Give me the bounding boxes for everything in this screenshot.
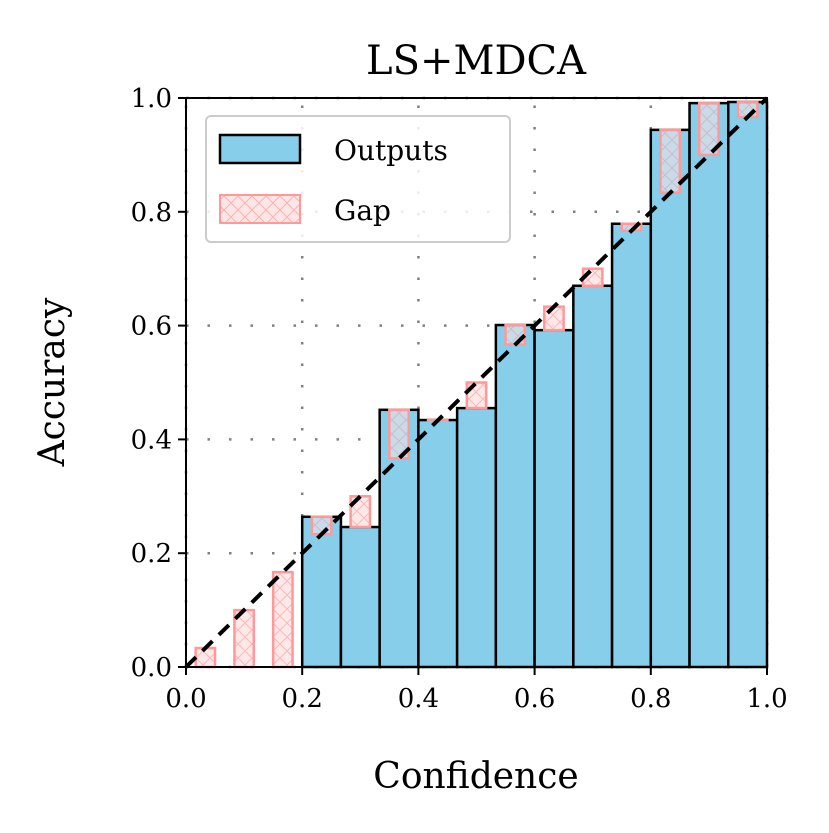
output-bar <box>690 103 729 667</box>
output-bar <box>612 224 651 667</box>
gap-bar <box>660 130 679 193</box>
y-tick-label: 0.2 <box>131 539 172 569</box>
legend-swatch-outputs <box>220 135 300 163</box>
x-axis-label: Confidence <box>373 756 578 797</box>
y-tick-label: 0.8 <box>131 198 172 228</box>
gap-bar <box>544 307 563 330</box>
output-bar <box>302 517 341 667</box>
output-bar <box>418 420 457 667</box>
output-bar <box>535 330 574 667</box>
x-tick-label: 0.2 <box>282 684 323 714</box>
legend-label-outputs: Outputs <box>334 134 448 167</box>
y-tick-label: 0.6 <box>131 312 172 342</box>
output-bar <box>341 527 380 667</box>
output-bar <box>573 286 612 667</box>
x-tick-label: 0.6 <box>514 684 555 714</box>
gap-bar <box>273 572 292 667</box>
gap-bar <box>506 325 525 345</box>
x-tick-label: 0.4 <box>398 684 439 714</box>
x-tick-label: 1.0 <box>746 684 787 714</box>
y-tick-label: 1.0 <box>131 84 172 114</box>
x-tick-label: 0.0 <box>165 684 206 714</box>
legend-label-gap: Gap <box>334 194 391 227</box>
legend: Outputs Gap <box>206 116 510 242</box>
y-tick-label: 0.4 <box>131 425 172 455</box>
chart-title: LS+MDCA <box>366 38 587 84</box>
y-axis-label: Accuracy <box>32 297 73 467</box>
x-tick-label: 0.8 <box>630 684 671 714</box>
output-bar <box>728 102 767 667</box>
legend-swatch-gap <box>220 195 300 223</box>
output-bar <box>496 325 535 667</box>
output-bar <box>651 130 690 667</box>
y-tick-label: 0.0 <box>131 653 172 683</box>
gap-bar <box>196 648 215 667</box>
output-bar <box>457 408 496 667</box>
